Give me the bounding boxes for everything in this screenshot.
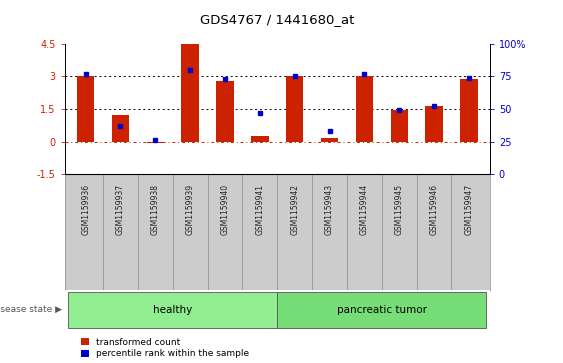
Bar — [460, 79, 477, 142]
Text: healthy: healthy — [153, 305, 193, 315]
Text: GSM1159946: GSM1159946 — [430, 184, 439, 234]
Text: GSM1159947: GSM1159947 — [464, 184, 473, 234]
Bar — [216, 81, 234, 142]
Text: GSM1159945: GSM1159945 — [395, 184, 404, 234]
Legend: transformed count, percentile rank within the sample: transformed count, percentile rank withi… — [81, 338, 249, 359]
Bar — [77, 76, 95, 142]
Bar — [278, 293, 486, 328]
Text: GDS4767 / 1441680_at: GDS4767 / 1441680_at — [200, 13, 355, 26]
Bar — [321, 138, 338, 142]
Bar — [286, 76, 303, 142]
Text: pancreatic tumor: pancreatic tumor — [337, 305, 427, 315]
Text: GSM1159943: GSM1159943 — [325, 184, 334, 234]
Text: GSM1159940: GSM1159940 — [221, 184, 230, 234]
Bar — [112, 115, 129, 142]
Bar — [426, 106, 443, 142]
Text: GSM1159937: GSM1159937 — [116, 184, 125, 234]
Text: GSM1159936: GSM1159936 — [81, 184, 90, 234]
Text: GSM1159938: GSM1159938 — [151, 184, 160, 234]
Bar — [391, 110, 408, 142]
Bar — [68, 293, 278, 328]
Bar — [356, 76, 373, 142]
Bar — [251, 136, 269, 142]
Text: GSM1159941: GSM1159941 — [256, 184, 265, 234]
Bar — [181, 44, 199, 142]
Text: disease state ▶: disease state ▶ — [0, 305, 62, 314]
Text: GSM1159939: GSM1159939 — [186, 184, 195, 234]
Text: GSM1159944: GSM1159944 — [360, 184, 369, 234]
Text: GSM1159942: GSM1159942 — [290, 184, 299, 234]
Bar — [146, 142, 164, 143]
